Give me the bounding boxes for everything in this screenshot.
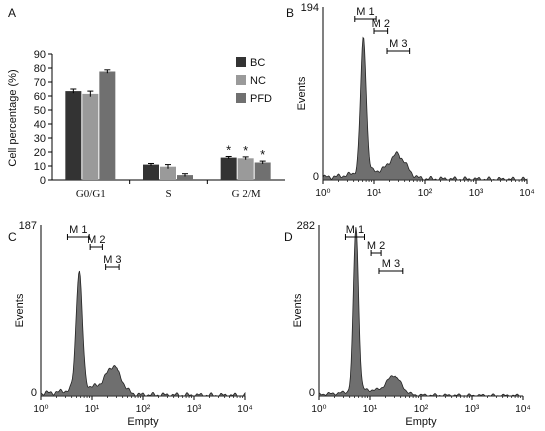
x-tick-label: 10⁴ — [515, 404, 530, 415]
x-tick-label: G0/G1 — [76, 188, 106, 200]
significance-marker: * — [260, 147, 265, 162]
gate-label: M 1 — [356, 6, 374, 18]
histogram-area — [40, 270, 246, 397]
y-zero-label: 0 — [313, 171, 319, 183]
bar — [160, 166, 176, 180]
gate-label: M 1 — [346, 224, 364, 236]
legend-label: NC — [250, 75, 266, 87]
bar — [99, 71, 116, 180]
y-axis-label: Cell percentage (%) — [7, 69, 19, 166]
legend-label: BC — [250, 57, 265, 69]
y-tick-label: 10 — [34, 161, 46, 173]
y-tick-label: 40 — [34, 119, 46, 131]
gate-label: M 3 — [389, 38, 407, 50]
y-max-label: 282 — [297, 220, 315, 232]
y-tick-label: 80 — [34, 63, 46, 75]
x-tick-label: 10⁰ — [315, 188, 330, 199]
gate-label: M 2 — [372, 18, 390, 30]
legend-swatch — [236, 57, 246, 67]
bar — [177, 175, 193, 180]
bar — [220, 157, 237, 180]
panel-letter-a: A — [8, 6, 16, 20]
x-axis-label: Empty — [127, 416, 159, 428]
bar — [143, 164, 159, 180]
gate-label: M 2 — [87, 234, 105, 246]
significance-marker: * — [226, 142, 231, 157]
x-tick-label: 10⁴ — [237, 404, 252, 415]
x-tick-labels: G0/G1 S G 2/M — [76, 188, 261, 200]
y-zero-label: 0 — [309, 387, 315, 399]
y-tick-label: 20 — [34, 147, 46, 159]
x-tick-label: S — [165, 188, 171, 200]
panel-b: B 194 0 Events 10⁰ 10¹ 10² 10³ 10⁴ M 1M 2 M 3 — [286, 2, 535, 199]
x-tick-label: 10³ — [187, 404, 202, 415]
x-tick-label: 10³ — [469, 188, 484, 199]
gate-label: M 3 — [382, 258, 400, 270]
panel-a: A Cell percentage (%) 0 10 20 30 40 50 60 70 80 9… — [7, 6, 285, 200]
x-tick-label: 10⁴ — [519, 188, 534, 199]
x-tick-label: 10² — [414, 404, 429, 415]
gate-label: M 2 — [367, 240, 385, 252]
y-axis-label: Events — [14, 293, 26, 327]
y-tick-label: 30 — [34, 133, 46, 145]
histogram-area — [322, 36, 528, 181]
x-tick-label: 10⁰ — [33, 404, 48, 415]
y-axis-label: Events — [292, 293, 304, 327]
y-tick-label: 60 — [34, 91, 46, 103]
x-tick-label: 10¹ — [85, 404, 100, 415]
legend-swatch — [236, 93, 246, 103]
y-axis-label: Events — [296, 76, 308, 110]
x-axis-label: Empty — [405, 416, 437, 428]
y-zero-label: 0 — [31, 387, 37, 399]
y-max-label: 187 — [19, 220, 37, 232]
histogram-area — [318, 227, 524, 397]
y-tick-label: 50 — [34, 105, 46, 117]
y-tick-labels: 0 10 20 30 40 50 60 70 80 90 — [34, 49, 46, 187]
panel-letter: D — [284, 230, 293, 244]
legend: BC NC PFD — [236, 57, 272, 105]
bar-series: * * * — [65, 69, 271, 180]
y-tick-label: 70 — [34, 77, 46, 89]
x-tick-label: 10³ — [465, 404, 480, 415]
significance-marker: * — [243, 143, 248, 158]
y-tick-label: 90 — [34, 49, 46, 61]
x-tick-label: 10⁰ — [311, 404, 326, 415]
panel-letter: C — [8, 230, 17, 244]
panel-letter: B — [286, 6, 294, 20]
y-tick-label: 0 — [40, 175, 46, 187]
legend-label: PFD — [250, 93, 272, 105]
bar — [254, 162, 271, 180]
bar — [237, 158, 254, 180]
x-tick-label: G 2/M — [232, 188, 261, 200]
x-tick-label: 10¹ — [367, 188, 382, 199]
bar — [82, 93, 99, 180]
bar — [65, 91, 82, 180]
x-tick-label: 10¹ — [363, 404, 378, 415]
legend-swatch — [236, 75, 246, 85]
gate-label: M 1 — [69, 224, 87, 236]
panel-d: D 282 0 Events 10⁰ 10¹ 10² 10³ 10⁴ Empty M 1M 2 M 3 — [284, 220, 531, 428]
x-tick-label: 10² — [418, 188, 433, 199]
y-max-label: 194 — [301, 2, 319, 14]
x-tick-label: 10² — [136, 404, 151, 415]
gate-label: M 3 — [103, 254, 121, 266]
